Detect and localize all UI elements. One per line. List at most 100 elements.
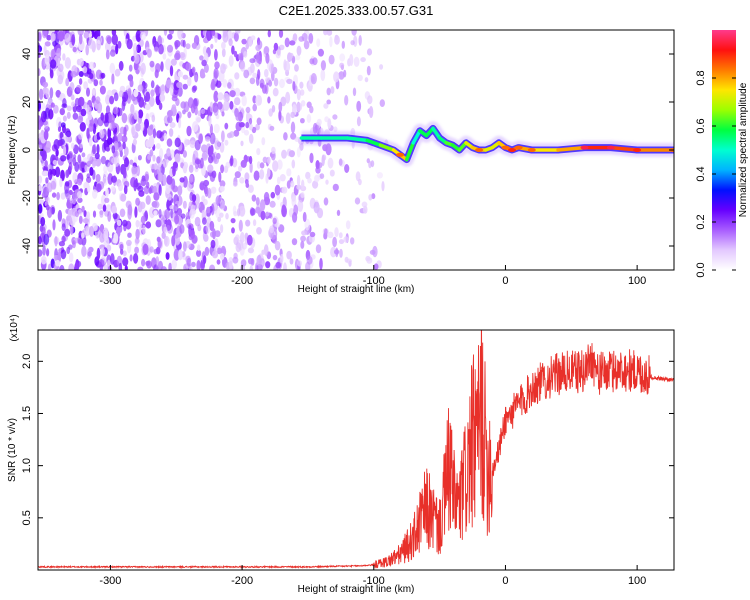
noise-cell (248, 123, 253, 131)
noise-cell (232, 256, 239, 264)
noise-cell (182, 200, 187, 209)
noise-cell (229, 260, 233, 270)
noise-cell (294, 136, 301, 142)
noise-cell (316, 38, 321, 48)
x-tick-label: -100 (363, 575, 385, 587)
noise-cell (249, 161, 253, 173)
noise-cell (219, 185, 225, 192)
noise-cell (110, 185, 116, 192)
noise-cell (200, 262, 205, 270)
snr-x-label: Height of straight line (km) (298, 584, 415, 595)
noise-cell (271, 146, 276, 155)
noise-cell (271, 105, 276, 113)
noise-cell (186, 125, 192, 137)
noise-cell (291, 238, 298, 246)
noise-cell (376, 172, 383, 179)
noise-cell (142, 224, 146, 235)
noise-cell (104, 112, 109, 124)
snr-y-multiplier: (x10⁴) (9, 314, 20, 341)
noise-cell (171, 259, 177, 270)
noise-cell (138, 96, 145, 108)
noise-cell (255, 197, 260, 206)
noise-cell (338, 239, 345, 245)
noise-cell (261, 137, 266, 146)
noise-cell (69, 82, 75, 91)
x-tick-label: -200 (231, 575, 253, 587)
noise-cell (54, 236, 58, 247)
colorbar-tick-label: 0.8 (695, 70, 707, 85)
noise-cell (251, 194, 257, 202)
noise-cell (133, 179, 137, 192)
noise-cell (309, 152, 314, 164)
noise-cell (95, 173, 101, 183)
y-tick-label: 0.5 (21, 510, 33, 525)
noise-cell (133, 53, 140, 64)
noise-cell (247, 184, 254, 193)
colorbar: 0.0 0.2 0.4 0.6 0.8 Normalized spectral ampl… (695, 30, 749, 278)
noise-cell (356, 100, 362, 112)
noise-cell (243, 51, 248, 58)
noise-cell (368, 194, 373, 201)
noise-cell (150, 80, 155, 89)
noise-cell (79, 122, 86, 132)
noise-cell (273, 77, 279, 87)
noise-cell (38, 175, 43, 184)
noise-cell (129, 113, 135, 126)
noise-cell (219, 212, 224, 218)
noise-cell (38, 42, 41, 52)
noise-cell (200, 108, 206, 115)
noise-cell (300, 192, 305, 199)
noise-cell (215, 195, 222, 206)
noise-cell (64, 57, 71, 69)
noise-cell (286, 78, 293, 85)
noise-cell (153, 200, 160, 209)
noise-cell (158, 184, 162, 196)
noise-cell (100, 247, 105, 256)
noise-cell (276, 159, 283, 170)
noise-cell (60, 249, 67, 260)
noise-cell (191, 261, 196, 268)
noise-cell (259, 82, 264, 88)
noise-cell (55, 166, 61, 178)
noise-cell (344, 164, 350, 173)
noise-cell (96, 247, 101, 260)
noise-cell (257, 69, 261, 80)
noise-cell (85, 44, 89, 56)
noise-cell (279, 174, 286, 182)
noise-cell (99, 85, 106, 95)
noise-cell (129, 79, 134, 88)
noise-cell (238, 219, 243, 232)
noise-cell (267, 96, 271, 104)
noise-cell (163, 132, 168, 141)
ridge-peak (396, 152, 405, 157)
noise-cell (243, 129, 250, 136)
noise-cell (165, 252, 170, 260)
noise-cell (38, 203, 43, 214)
noise-cell (305, 171, 311, 180)
noise-cell (65, 130, 72, 138)
noise-cell (81, 167, 85, 173)
noise-cell (300, 100, 306, 107)
noise-cell (330, 86, 335, 94)
noise-cell (219, 180, 226, 188)
noise-cell (210, 144, 214, 155)
noise-cell (245, 121, 250, 129)
noise-cell (329, 36, 333, 48)
noise-cell (103, 264, 108, 270)
noise-cell (183, 241, 187, 252)
noise-cell (145, 221, 152, 229)
noise-cell (224, 122, 229, 130)
noise-cell (118, 182, 123, 192)
x-tick-label: -200 (231, 275, 253, 287)
noise-cell (92, 123, 97, 135)
noise-cell (129, 159, 134, 165)
noise-cell (191, 66, 196, 74)
noise-cell (213, 67, 219, 79)
noise-cell (86, 176, 92, 184)
noise-cell (118, 90, 124, 98)
noise-cell (68, 189, 73, 196)
noise-cell (235, 30, 241, 34)
noise-cell (338, 71, 345, 80)
noise-cell (88, 61, 95, 71)
